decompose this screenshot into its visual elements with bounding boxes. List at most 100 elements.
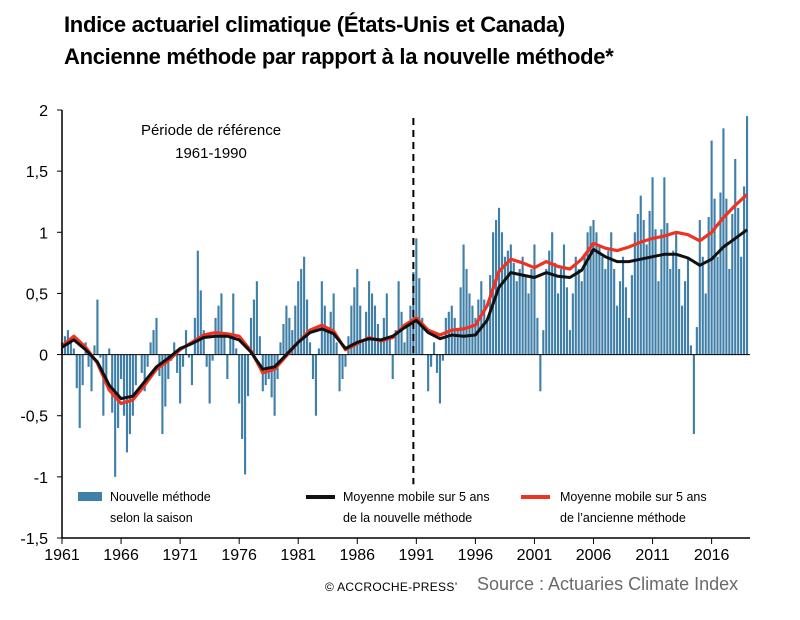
season-bar: [595, 232, 598, 355]
season-bar: [199, 290, 202, 355]
season-bar: [368, 281, 371, 355]
season-bar: [545, 268, 548, 355]
season-bar: [731, 213, 734, 355]
season-bar: [580, 281, 583, 355]
season-bar: [128, 354, 131, 435]
legend-new-ma-line2: de la nouvelle méthode: [343, 511, 472, 525]
season-bar: [574, 256, 577, 355]
season-bar: [430, 354, 433, 367]
y-tick-label: 1,5: [26, 164, 48, 181]
y-tick-label: 1: [39, 225, 48, 242]
season-bar: [645, 244, 648, 355]
season-bar: [427, 354, 430, 392]
season-bar: [232, 293, 235, 355]
season-bar: [409, 305, 412, 355]
season-bar: [435, 354, 439, 373]
season-bar: [675, 232, 678, 355]
season-bar: [119, 354, 123, 380]
season-bar: [686, 256, 690, 355]
season-bar: [533, 244, 536, 355]
season-bar: [365, 311, 368, 355]
season-bar: [122, 354, 126, 416]
season-bar: [503, 256, 506, 355]
season-bar: [190, 354, 193, 386]
season-bar: [509, 244, 512, 355]
season-bar: [613, 268, 616, 355]
x-tick-label: 1966: [103, 547, 139, 564]
season-bar: [246, 354, 250, 397]
season-bar: [421, 317, 424, 355]
season-bar: [270, 354, 273, 398]
legend-bars-line1: Nouvelle méthode: [110, 490, 211, 504]
season-bar: [639, 195, 642, 355]
season-bar: [548, 250, 551, 355]
season-bar: [288, 317, 291, 355]
legend-swatch-bars: [78, 492, 102, 501]
legend-new-ma-line1: Moyenne mobile sur 5 ans: [343, 490, 490, 504]
season-bar: [494, 220, 498, 355]
season-bar: [432, 342, 436, 355]
season-bar: [524, 275, 527, 355]
season-bar: [244, 354, 247, 475]
season-bar: [205, 354, 208, 367]
season-bar: [341, 354, 344, 380]
season-bar: [317, 348, 320, 355]
season-bar: [125, 354, 129, 453]
season-bar: [583, 256, 586, 355]
season-bar: [131, 354, 134, 416]
season-bar: [624, 287, 628, 355]
x-tick-label: 1986: [339, 547, 375, 564]
season-bar: [96, 299, 99, 355]
season-bar: [601, 256, 604, 355]
season-bar: [146, 354, 149, 367]
season-bar: [441, 354, 444, 361]
season-bar: [297, 281, 300, 355]
season-bar: [196, 250, 199, 355]
reference-period-label-line2: 1961-1990: [175, 145, 247, 162]
season-bar: [713, 198, 716, 355]
season-bar: [193, 317, 196, 355]
season-bar: [308, 342, 312, 355]
season-bar: [223, 336, 226, 355]
season-bar: [477, 299, 480, 355]
season-bar: [182, 354, 185, 367]
season-bar: [208, 354, 211, 404]
season-bar: [633, 232, 636, 355]
season-bar: [683, 281, 687, 355]
season-bar: [93, 345, 96, 355]
season-bar: [161, 354, 164, 435]
season-bar: [400, 311, 403, 355]
x-tick-label: 1961: [44, 547, 80, 564]
legend: Nouvelle méthode selon la saison Moyenne…: [78, 490, 707, 525]
season-bar: [294, 305, 297, 355]
season-bar: [663, 177, 666, 355]
season-bar: [241, 354, 244, 439]
y-axis-ticks: -1,5 -1 -0,5 0 0,5 1 1,5 2: [20, 103, 62, 548]
season-bar: [338, 354, 341, 392]
y-tick-label: 2: [39, 103, 48, 120]
season-bar: [235, 348, 238, 355]
season-bar: [669, 268, 672, 355]
season-bar: [164, 354, 167, 407]
season-bar: [373, 305, 377, 355]
y-tick-label: -1,5: [20, 531, 48, 548]
season-bar: [506, 250, 509, 355]
season-bar: [500, 232, 504, 355]
season-bar: [515, 281, 518, 355]
x-tick-label: 1976: [221, 547, 257, 564]
season-bar: [447, 311, 450, 355]
season-bar: [636, 213, 639, 355]
season-bar: [559, 268, 563, 355]
season-bar: [87, 354, 90, 367]
legend-bars-line2: selon la saison: [110, 511, 193, 525]
season-bar: [385, 293, 388, 355]
season-bar: [306, 299, 309, 355]
season-bar: [143, 354, 146, 392]
season-bar: [562, 244, 566, 355]
season-bar: [220, 293, 223, 355]
season-bar: [571, 293, 574, 355]
legend-old-ma-line2: de l’ancienne méthode: [560, 511, 686, 525]
season-bar: [90, 354, 93, 392]
season-bar: [394, 330, 397, 355]
